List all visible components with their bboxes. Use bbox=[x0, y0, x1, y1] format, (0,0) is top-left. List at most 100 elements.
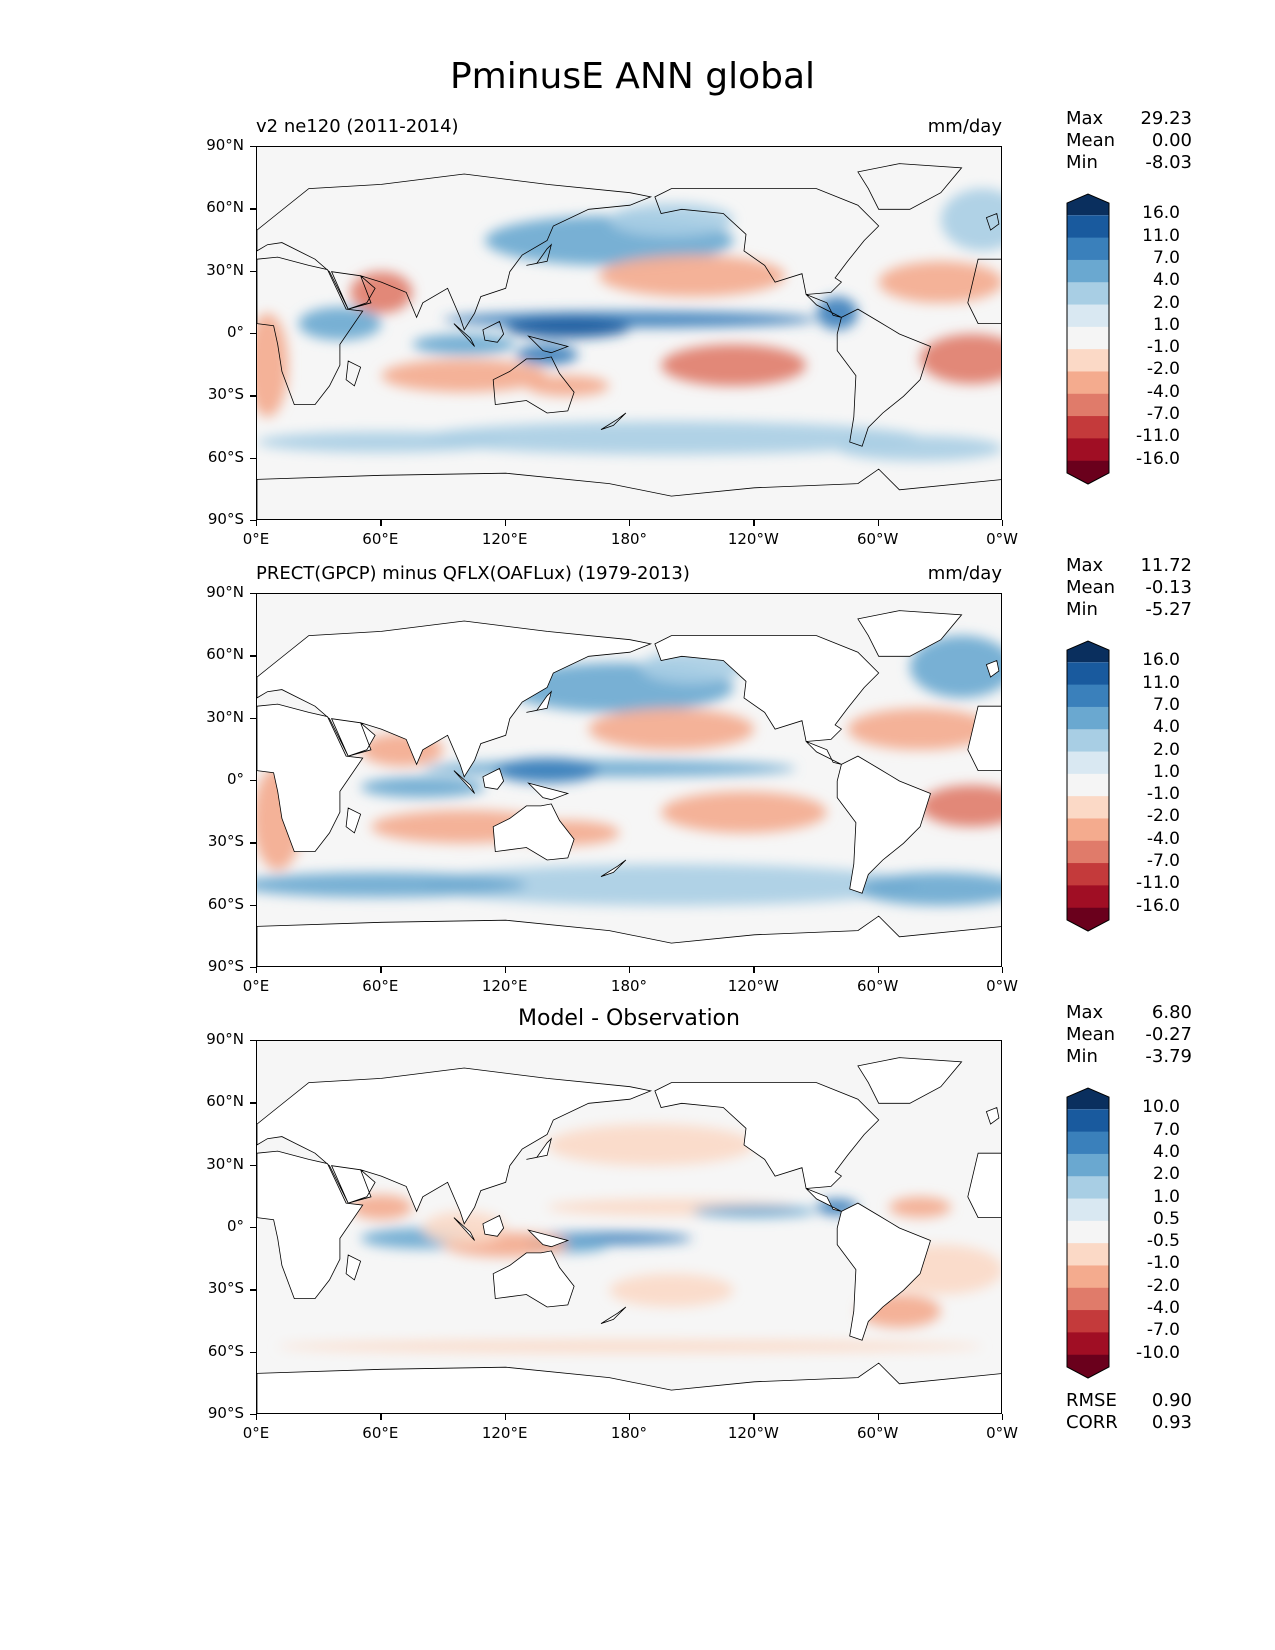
lon-tick bbox=[504, 520, 507, 526]
colorbar-tick-label: 11.0 bbox=[1142, 225, 1180, 246]
stat-label: Max bbox=[1066, 108, 1104, 129]
colorbar-outline bbox=[1066, 1087, 1110, 1379]
stat-label: Min bbox=[1066, 152, 1098, 173]
field-contour bbox=[920, 334, 1001, 384]
metric-value: 0.90 bbox=[1151, 1390, 1192, 1411]
stat-value: 0.00 bbox=[1151, 130, 1192, 151]
lat-tick bbox=[250, 395, 256, 397]
colorbar-outline bbox=[1066, 193, 1110, 485]
colorbar-segment bbox=[1067, 393, 1109, 417]
colorbar-segment bbox=[1067, 304, 1109, 328]
colorbar-tick-label: -1.0 bbox=[1146, 337, 1180, 358]
lat-tick-label: 60°N bbox=[206, 1092, 244, 1111]
lat-tick-label: 30°S bbox=[207, 1279, 244, 1298]
lat-tick-label: 30°N bbox=[206, 260, 244, 279]
map-reference bbox=[256, 593, 1002, 967]
colorbar-tick-label: 2.0 bbox=[1152, 292, 1180, 313]
colorbar-segment bbox=[1067, 1220, 1109, 1244]
field-contour bbox=[609, 203, 734, 237]
field-contour bbox=[257, 872, 527, 898]
stat-label: Max bbox=[1066, 555, 1104, 576]
colorbar-segment bbox=[1067, 1153, 1109, 1177]
colorbar-tick-label: -2.0 bbox=[1146, 1275, 1180, 1296]
stat-mean: Mean -0.13 bbox=[1066, 577, 1192, 599]
colorbar-tick-label: -1.0 bbox=[1146, 784, 1180, 805]
lon-tick-label: 180° bbox=[610, 530, 648, 548]
lon-tick bbox=[256, 1414, 258, 1420]
lat-tick-label: 90°N bbox=[206, 1030, 244, 1048]
field-contour bbox=[661, 344, 807, 386]
lat-tick bbox=[250, 780, 256, 782]
colorbar-segment bbox=[1067, 706, 1109, 730]
colorbar-segment bbox=[1067, 1265, 1109, 1289]
lon-tick bbox=[753, 1414, 755, 1420]
colorbar-tick-label: -16.0 bbox=[1136, 448, 1180, 469]
colorbar-tick-label: 16.0 bbox=[1142, 203, 1180, 224]
colorbar-segment bbox=[1067, 215, 1109, 239]
panel-center-title: Model - Observation bbox=[518, 1006, 740, 1031]
lon-tick bbox=[1002, 967, 1004, 973]
lat-tick-label: 60°S bbox=[207, 894, 244, 913]
field-contour bbox=[381, 359, 548, 393]
colorbar-tick-label: -4.0 bbox=[1146, 1298, 1180, 1319]
field-contour bbox=[422, 864, 921, 906]
colorbar-segment bbox=[1067, 1198, 1109, 1222]
map-canvas bbox=[257, 147, 1001, 519]
metric-corr: CORR 0.93 bbox=[1066, 1412, 1192, 1434]
lon-tick-label: 60°W bbox=[856, 977, 899, 995]
field-contour bbox=[257, 431, 506, 453]
colorbar-segment bbox=[1067, 863, 1109, 886]
field-contour bbox=[350, 1194, 413, 1220]
colorbar-segment bbox=[1067, 371, 1109, 395]
stat-mean: Mean 0.00 bbox=[1066, 130, 1192, 152]
colorbar-tick-label: 1.0 bbox=[1152, 1186, 1180, 1207]
lon-tick bbox=[256, 520, 258, 526]
colorbar-segment bbox=[1067, 282, 1109, 306]
stat-value: -0.13 bbox=[1145, 577, 1192, 598]
lat-tick-label: 30°N bbox=[206, 707, 244, 726]
metric-label: RMSE bbox=[1066, 1390, 1117, 1411]
colorbar-tick-label: -7.0 bbox=[1146, 851, 1180, 872]
colorbar-tick-label: 1.0 bbox=[1152, 314, 1180, 335]
colorbar-segment bbox=[1067, 1176, 1109, 1200]
colorbar-segment bbox=[1067, 259, 1109, 283]
panel-left-title: PRECT(GPCP) minus QFLX(OAFLux) (1979-201… bbox=[256, 563, 690, 584]
coastlines bbox=[257, 163, 1001, 519]
lat-tick bbox=[250, 967, 256, 969]
colorbar-segment bbox=[1067, 840, 1109, 864]
lon-tick-label: 120°E bbox=[481, 1424, 528, 1442]
stat-value: -0.27 bbox=[1145, 1024, 1192, 1045]
lat-tick-label: 0° bbox=[226, 770, 244, 788]
lat-tick-label: 90°N bbox=[206, 583, 244, 601]
field-contour bbox=[277, 1340, 983, 1353]
field-contour bbox=[837, 435, 1001, 461]
lon-tick-label: 120°E bbox=[481, 530, 528, 548]
stat-label: Mean bbox=[1066, 577, 1116, 598]
field-contour bbox=[598, 255, 786, 297]
panel-units-title: mm/day bbox=[927, 563, 1002, 584]
colorbar bbox=[1066, 1087, 1110, 1379]
lon-tick-label: 60°E bbox=[362, 1424, 399, 1442]
field-contour bbox=[505, 317, 630, 339]
colorbar-tick-label: 1.0 bbox=[1152, 761, 1180, 782]
field-contour bbox=[909, 635, 1001, 698]
colorbar-tick-label: 4.0 bbox=[1152, 270, 1180, 291]
stat-min: Min -3.79 bbox=[1066, 1046, 1192, 1068]
field-contour bbox=[816, 296, 858, 330]
stat-label: Min bbox=[1066, 599, 1098, 620]
field-contour bbox=[588, 708, 755, 750]
colorbar-segment bbox=[1067, 1332, 1109, 1356]
field-contour bbox=[495, 758, 599, 784]
lon-tick bbox=[380, 520, 382, 526]
stat-value: 6.80 bbox=[1151, 1002, 1192, 1023]
lat-tick-label: 0° bbox=[226, 1217, 244, 1235]
lon-tick bbox=[877, 520, 880, 526]
lon-tick-label: 0°E bbox=[242, 530, 270, 548]
lat-tick-label: 60°N bbox=[206, 645, 244, 664]
colorbar-segment bbox=[1067, 438, 1109, 462]
lat-tick bbox=[250, 1040, 256, 1042]
lat-tick bbox=[250, 1102, 256, 1104]
lat-tick bbox=[250, 146, 256, 148]
colorbar-segment bbox=[1067, 684, 1109, 708]
field-contour bbox=[547, 1124, 755, 1166]
